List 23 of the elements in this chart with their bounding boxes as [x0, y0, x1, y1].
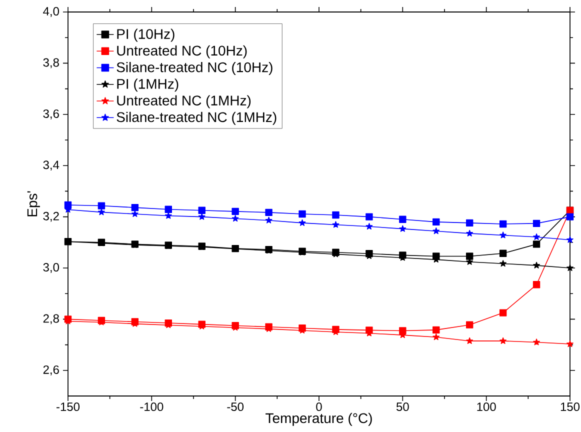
x-tick-label: -100	[140, 402, 164, 412]
legend-label: Untreated NC (1MHz)	[117, 95, 251, 108]
y-tick-label: 3,2	[43, 212, 59, 222]
x-axis-title: Temperature (°C)	[266, 412, 372, 426]
legend-label: Silane-treated NC (1MHz)	[116, 112, 276, 125]
y-tick-label: 2,8	[43, 314, 59, 324]
x-tick-label: -50	[227, 402, 244, 412]
x-tick-label: -150	[56, 402, 80, 412]
x-tick-label: 50	[396, 402, 409, 412]
x-tick-label: 100	[477, 402, 496, 412]
legend-label: PI (10Hz)	[117, 28, 174, 42]
legend-label: Untreated NC (10Hz)	[117, 45, 247, 58]
y-tick-label: 3,6	[43, 109, 59, 120]
x-tick-label: 0	[316, 402, 322, 412]
y-axis-title: Eps'	[27, 191, 40, 216]
x-tick-label: 150	[560, 402, 580, 412]
y-tick-label: 2,6	[43, 365, 59, 376]
legend-label: Silane-treated NC (10Hz)	[116, 62, 272, 76]
y-tick-label: 4,0	[43, 7, 60, 17]
legend-label: PI (1MHz)	[117, 78, 178, 92]
y-tick-label: 3,4	[43, 160, 60, 171]
y-tick-label: 3,8	[43, 58, 59, 68]
y-tick-label: 3,0	[43, 263, 60, 273]
